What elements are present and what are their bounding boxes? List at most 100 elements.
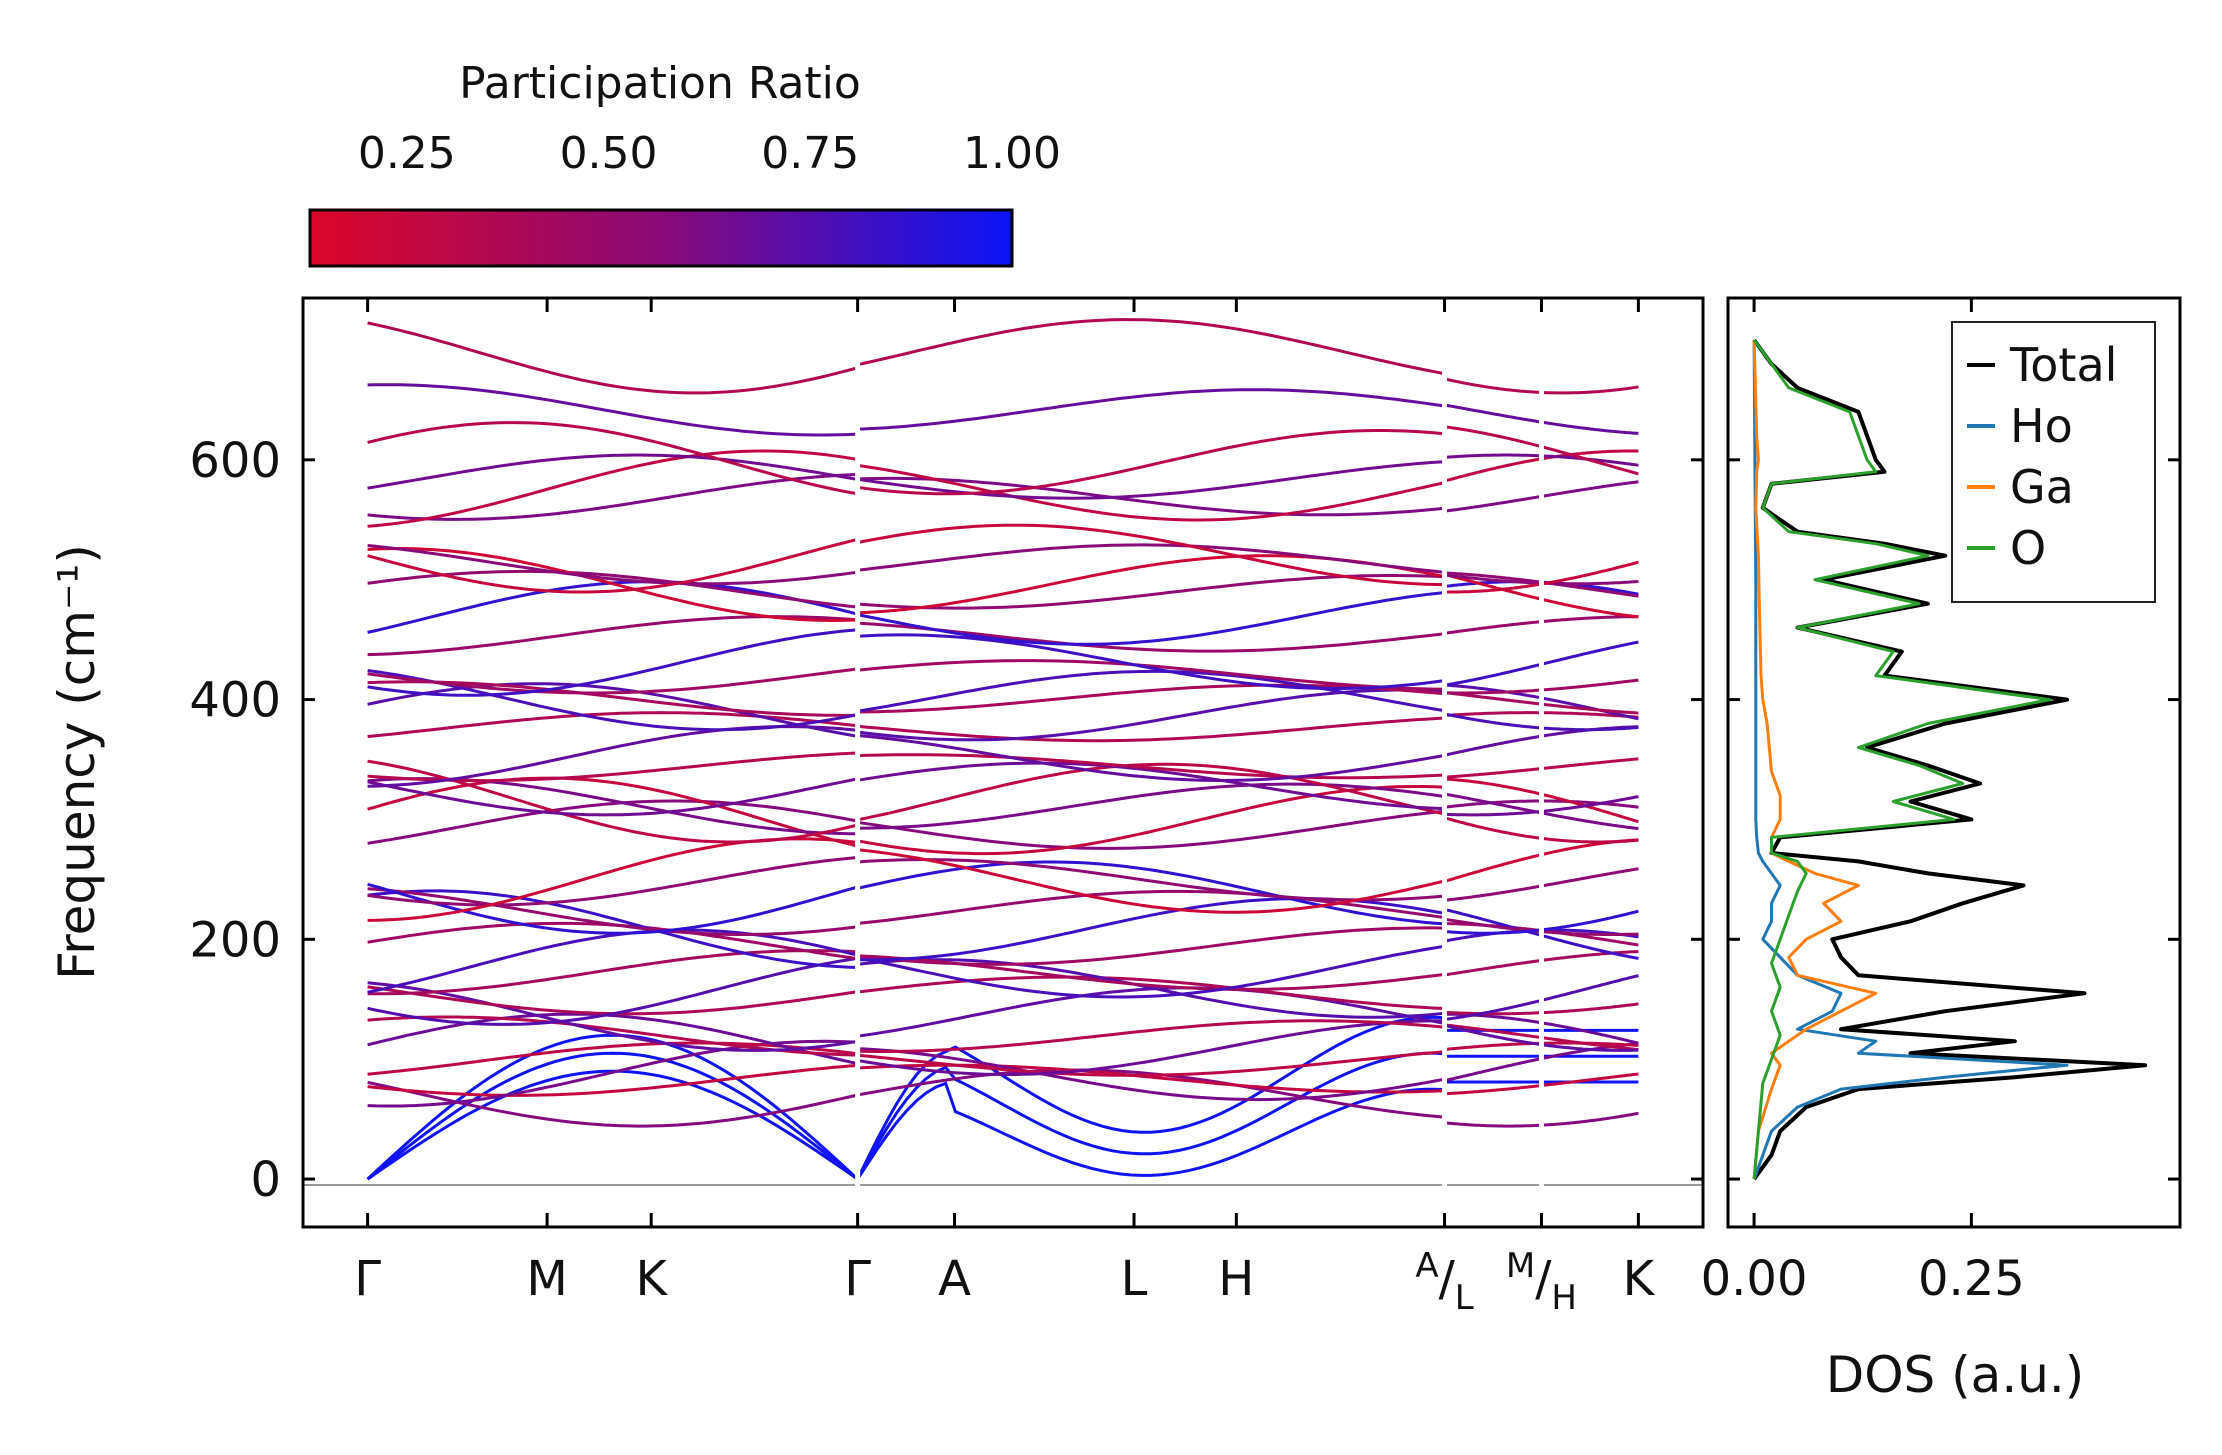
dos-line-o <box>1752 339 2052 1180</box>
x-axis: Γ M K Γ A L H A/L M/H K <box>354 298 1656 1318</box>
band-line <box>857 809 1445 850</box>
band-line <box>1541 811 1639 831</box>
band-line <box>1444 1023 1542 1040</box>
dos-x-tick-label: 0.00 <box>1701 1251 1808 1307</box>
band-line <box>367 887 858 936</box>
band-line <box>857 683 1445 714</box>
band-line <box>1541 597 1639 619</box>
x-tick-label: M/H <box>1506 1246 1577 1318</box>
band-line <box>367 537 858 594</box>
band-line <box>366 1033 859 1181</box>
band-line <box>1444 1023 1542 1047</box>
band-line <box>367 628 858 697</box>
band-line <box>367 799 858 845</box>
band-line <box>1541 950 1639 962</box>
band-line <box>857 858 1445 902</box>
band-line <box>857 1050 1445 1077</box>
band-line <box>857 463 1445 522</box>
band-line <box>1444 767 1542 779</box>
band-line <box>1444 573 1542 601</box>
band-line <box>1541 799 1639 809</box>
band-line <box>1444 1010 1542 1016</box>
band-line <box>857 318 1445 376</box>
band-line <box>1444 620 1542 635</box>
x-tick-label: H <box>1218 1251 1254 1307</box>
band-line <box>857 669 1445 713</box>
band-line <box>1444 792 1542 815</box>
band-line <box>1444 425 1542 449</box>
band-line <box>856 1015 1445 1180</box>
band-line <box>1444 688 1542 695</box>
band-line <box>857 762 1445 822</box>
band-line <box>857 761 1445 811</box>
band-line <box>367 949 858 996</box>
band-line <box>1541 420 1639 435</box>
legend-label: O <box>2010 521 2046 575</box>
legend-box <box>1951 321 2156 603</box>
segment-dividers <box>855 316 1544 1207</box>
band-line <box>367 321 858 395</box>
band-line <box>1444 1121 1542 1128</box>
colorbar-gradient <box>308 208 1014 268</box>
band-line <box>857 753 1445 780</box>
band-line <box>367 615 858 657</box>
band-line <box>367 956 858 1026</box>
band-line <box>857 975 1445 1010</box>
colorbar-tick-label: 0.50 <box>560 128 658 179</box>
band-frame <box>301 296 1705 1229</box>
band-line <box>1444 662 1542 687</box>
band-line <box>1444 809 1542 817</box>
band-line <box>857 734 1445 783</box>
y-axis-title: Frequency (cm⁻¹) <box>48 544 106 980</box>
band-line <box>367 928 858 994</box>
band-line <box>1541 933 1639 960</box>
legend-label: Ho <box>2010 399 2073 453</box>
band-line <box>1444 582 1542 594</box>
band-line <box>1444 1041 1542 1051</box>
band-line <box>857 716 1445 743</box>
band-line <box>1444 457 1542 483</box>
band-line <box>1541 867 1639 888</box>
band-line <box>366 1051 859 1181</box>
band-line <box>857 460 1445 500</box>
band-line <box>1541 445 1639 476</box>
band-line <box>1444 377 1542 394</box>
band-line <box>367 1080 858 1128</box>
band-line <box>1541 836 1639 844</box>
band-line <box>1444 453 1542 459</box>
band-line <box>1541 930 1639 936</box>
legend-label: Total <box>2009 338 2117 392</box>
band-line <box>367 1063 858 1097</box>
dos-panel: 0.00 0.25 DOS (a.u.) Total Ho Ga O <box>1701 296 2182 1404</box>
x-tick-label: Γ <box>844 1251 871 1307</box>
colorbar-tick-label: 1.00 <box>963 128 1061 179</box>
band-line <box>857 476 1445 517</box>
band-line <box>367 921 858 961</box>
x-tick-label: K <box>1623 1251 1656 1307</box>
band-line <box>367 667 858 695</box>
legend-label: Ga <box>2010 460 2074 514</box>
band-line <box>1444 884 1542 902</box>
band-line <box>857 1047 1445 1102</box>
dos-frame <box>1726 296 2182 1229</box>
dos-x-axis-title: DOS (a.u.) <box>1826 1346 2085 1404</box>
band-line <box>1541 757 1639 771</box>
band-line <box>1444 573 1542 585</box>
band-line <box>1541 678 1639 692</box>
x-tick-label: L <box>1121 1251 1148 1307</box>
x-tick-label: K <box>635 1251 668 1307</box>
band-line <box>1541 560 1639 586</box>
colorbar-tick-label: 0.75 <box>761 128 859 179</box>
band-line <box>367 546 858 623</box>
band-line <box>1444 711 1542 717</box>
band-line <box>367 856 858 907</box>
band-line <box>1444 403 1542 424</box>
dos-y-ticks <box>1728 458 2180 1181</box>
band-line <box>1444 734 1542 757</box>
band-line <box>857 889 1445 925</box>
dos-x-tick-label: 0.25 <box>1918 1251 2025 1307</box>
band-line <box>1541 1043 1639 1052</box>
band-line <box>1541 580 1639 586</box>
colorbar: Participation Ratio 0.25 0.50 0.75 1.00 <box>308 58 1061 268</box>
colorbar-title: Participation Ratio <box>459 58 861 109</box>
